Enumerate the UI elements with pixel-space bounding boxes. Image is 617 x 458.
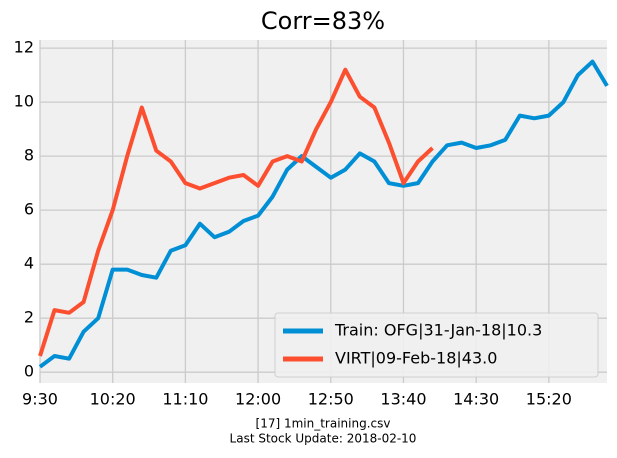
y-tick-label: 2 [24, 308, 34, 327]
chart-title: Corr=83% [261, 7, 385, 35]
legend-box [274, 312, 599, 378]
y-tick-label: 4 [24, 254, 34, 273]
x-tick-label: 13:40 [380, 390, 426, 409]
legend-label: VIRT|09-Feb-18|43.0 [335, 349, 497, 368]
x-tick-label: 10:20 [90, 390, 136, 409]
y-tick-label: 8 [24, 146, 34, 165]
y-tick-label: 0 [24, 362, 34, 381]
x-tick-label: 14:30 [453, 390, 499, 409]
legend-label: Train: OFG|31-Jan-18|10.3 [334, 321, 542, 340]
series-line [38, 67, 434, 357]
x-tick-label: 11:10 [162, 390, 208, 409]
x-tick-label: 12:50 [308, 390, 354, 409]
y-tick-label: 10 [14, 92, 34, 111]
footer-line: [17] 1min_training.csv [256, 417, 391, 431]
x-tick-label: 15:20 [526, 390, 572, 409]
x-tick-label: 12:00 [235, 390, 281, 409]
x-tick-label: 9:30 [22, 390, 58, 409]
footer-line: Last Stock Update: 2018-02-10 [230, 432, 417, 446]
y-tick-label: 12 [14, 38, 34, 57]
y-tick-label: 6 [24, 200, 34, 219]
series-line [38, 59, 609, 369]
